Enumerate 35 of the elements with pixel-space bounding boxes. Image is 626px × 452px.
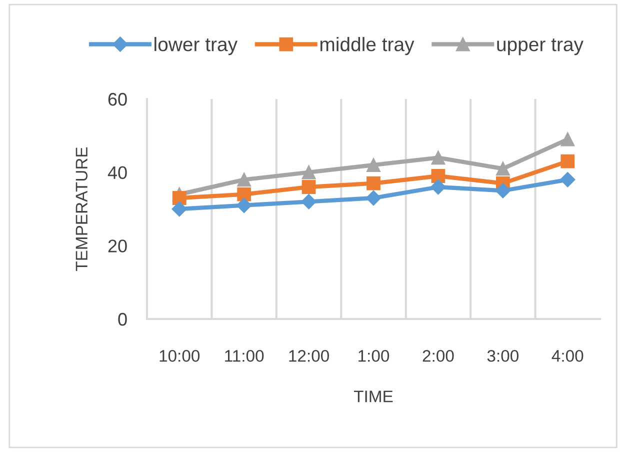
point <box>430 179 446 195</box>
x-tick-label: 4:00 <box>552 350 584 362</box>
point <box>302 180 316 194</box>
point <box>366 158 380 172</box>
x-tick-label: 10:00 <box>160 350 200 362</box>
point <box>431 169 446 183</box>
point <box>172 191 186 205</box>
x-tick-label: 3:00 <box>487 350 518 362</box>
x-tick-label: 1:00 <box>358 350 390 362</box>
y-tick-label: 60 <box>108 92 127 106</box>
x-tick-label: 2:00 <box>422 350 454 362</box>
legend-label: lower tray <box>154 36 238 56</box>
legend-label: upper tray <box>497 38 584 56</box>
x-tick-label: 12:00 <box>289 350 329 362</box>
point <box>495 183 510 198</box>
point <box>236 198 252 213</box>
point <box>560 154 575 168</box>
point <box>560 132 575 146</box>
point <box>172 201 187 217</box>
legend-label: middle tray <box>320 36 414 56</box>
x-axis-title: TIME <box>354 390 393 402</box>
point <box>302 165 316 180</box>
point <box>237 172 252 187</box>
point <box>431 150 446 165</box>
point <box>237 187 252 202</box>
point <box>366 190 382 206</box>
y-tick-label: 40 <box>108 166 127 180</box>
y-tick-label: 20 <box>108 240 127 252</box>
point <box>301 194 316 210</box>
point <box>496 162 510 176</box>
point <box>366 176 380 190</box>
y-axis-title: TEMPERATURE <box>76 147 88 271</box>
x-tick-label: 11:00 <box>225 350 264 362</box>
y-tick-label: 0 <box>118 312 127 326</box>
point <box>560 172 576 188</box>
